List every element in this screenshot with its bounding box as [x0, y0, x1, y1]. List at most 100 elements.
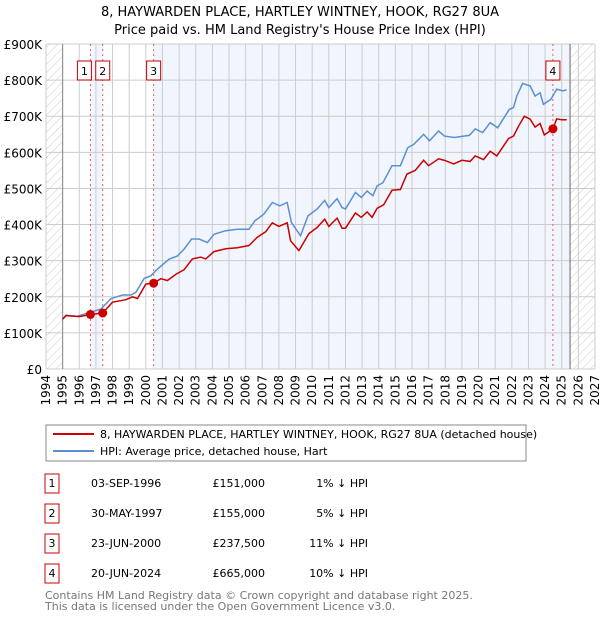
x-tick-label: 2002	[172, 375, 186, 406]
sale-price: £665,000	[213, 567, 266, 580]
sale-label-number: 1	[81, 65, 88, 78]
sale-4-point	[548, 124, 558, 134]
ownership-shading	[90, 44, 103, 369]
x-tick-label: 2008	[272, 375, 286, 406]
x-tick-label: 2027	[588, 375, 600, 406]
x-tick-label: 2003	[189, 375, 203, 406]
sales-table-row: 4 20-JUN-2024 £665,000 10% ↓ HPI	[44, 563, 368, 584]
x-tick-label: 2000	[139, 375, 153, 406]
x-tick-label: 2025	[555, 375, 569, 406]
sale-number-box	[44, 563, 60, 584]
footer-copyright: Contains HM Land Registry data © Crown c…	[45, 589, 473, 602]
x-tick-label: 2001	[155, 375, 169, 406]
sale-1-point	[85, 309, 95, 319]
x-tick-label: 2011	[322, 375, 336, 406]
y-tick-label: £0	[27, 363, 42, 377]
sale-hpi-diff: 11% ↓ HPI	[309, 537, 368, 550]
sale-2-point	[98, 308, 108, 318]
chart-subtitle: Price paid vs. HM Land Registry's House …	[114, 23, 486, 38]
x-tick-label: 1998	[106, 375, 120, 406]
sales-table-row: 2 30-MAY-1997 £155,000 5% ↓ HPI	[44, 503, 368, 524]
x-tick-label: 2005	[222, 375, 236, 406]
x-tick-label: 2017	[422, 375, 436, 406]
x-tick-label: 2014	[372, 375, 386, 406]
x-tick-label: 1994	[39, 375, 53, 406]
sale-date: 30-MAY-1997	[91, 507, 163, 520]
sale-number-box	[44, 503, 60, 524]
ownership-shading	[153, 44, 553, 369]
sale-number: 1	[49, 477, 56, 490]
x-tick-label: 2022	[505, 375, 519, 406]
x-tick-label: 2012	[338, 375, 352, 406]
hatch-before-data	[46, 44, 63, 369]
legend-label-hpi: HPI: Average price, detached house, Hart	[100, 445, 328, 458]
sale-hpi-diff: 5% ↓ HPI	[316, 507, 368, 520]
x-tick-label: 2007	[255, 375, 269, 406]
property-price-line	[62, 115, 567, 320]
sale-number: 4	[49, 567, 56, 580]
x-tick-label: 2015	[388, 375, 402, 406]
x-tick-label: 2018	[438, 375, 452, 406]
y-tick-label: £100K	[4, 327, 44, 341]
y-tick-label: £200K	[4, 291, 44, 305]
sale-date: 20-JUN-2024	[91, 567, 161, 580]
y-tick-label: £600K	[4, 146, 44, 160]
y-tick-label: £800K	[4, 74, 44, 88]
chart-title: 8, HAYWARDEN PLACE, HARTLEY WINTNEY, HOO…	[101, 5, 499, 20]
x-tick-label: 1995	[56, 375, 70, 406]
x-tick-label: 2024	[538, 375, 552, 406]
sale-hpi-diff: 10% ↓ HPI	[309, 567, 368, 580]
sale-number-box	[44, 473, 60, 494]
y-tick-label: £900K	[4, 38, 44, 52]
sale-price: £151,000	[213, 477, 266, 490]
footer-licence: This data is licensed under the Open Gov…	[44, 600, 395, 613]
sale-label-number: 4	[549, 65, 556, 78]
sale-price: £155,000	[213, 507, 266, 520]
x-tick-label: 2016	[405, 375, 419, 406]
x-tick-label: 2026	[571, 375, 585, 406]
sale-number: 2	[49, 507, 56, 520]
sale-label-box	[545, 60, 561, 81]
hpi-line	[62, 82, 567, 320]
sale-label-box	[76, 60, 92, 81]
sale-label-box	[95, 60, 111, 81]
y-tick-label: £400K	[4, 219, 44, 233]
sale-number-box	[44, 533, 60, 554]
sale-3-label: 3	[146, 60, 162, 81]
sale-label-number: 3	[150, 65, 157, 78]
sale-label-number: 2	[99, 65, 106, 78]
x-tick-label: 2006	[239, 375, 253, 406]
x-tick-label: 2019	[455, 375, 469, 406]
legend-box	[45, 424, 527, 462]
x-tick-label: 2004	[205, 375, 219, 406]
sale-price: £237,500	[213, 537, 266, 550]
legend-label-property: 8, HAYWARDEN PLACE, HARTLEY WINTNEY, HOO…	[100, 428, 537, 441]
sales-table-row: 1 03-SEP-1996 £151,000 1% ↓ HPI	[44, 473, 368, 494]
x-tick-label: 2009	[289, 375, 303, 406]
x-tick-label: 2023	[521, 375, 535, 406]
x-tick-label: 1997	[89, 375, 103, 406]
x-tick-label: 1999	[122, 375, 136, 406]
sale-2-label: 2	[95, 60, 111, 81]
sale-hpi-diff: 1% ↓ HPI	[316, 477, 368, 490]
sale-date: 23-JUN-2000	[91, 537, 161, 550]
sale-label-box	[146, 60, 162, 81]
x-tick-label: 2013	[355, 375, 369, 406]
sale-date: 03-SEP-1996	[91, 477, 161, 490]
sale-1-label: 1	[76, 60, 92, 81]
hatch-after-data	[570, 44, 595, 369]
sale-4-label: 4	[545, 60, 561, 81]
x-tick-label: 2021	[488, 375, 502, 406]
x-tick-label: 2010	[305, 375, 319, 406]
sales-table: 1 03-SEP-1996 £151,000 1% ↓ HPI 2 30-MAY-1997…	[44, 473, 368, 584]
sale-3-point	[149, 278, 159, 288]
y-tick-label: £500K	[4, 182, 44, 196]
legend: 8, HAYWARDEN PLACE, HARTLEY WINTNEY, HOO…	[45, 424, 537, 462]
x-tick-label: 2020	[472, 375, 486, 406]
y-tick-label: £300K	[4, 255, 44, 269]
sales-table-row: 3 23-JUN-2000 £237,500 11% ↓ HPI	[44, 533, 368, 554]
x-tick-label: 1996	[72, 375, 86, 406]
sale-number: 3	[49, 537, 56, 550]
